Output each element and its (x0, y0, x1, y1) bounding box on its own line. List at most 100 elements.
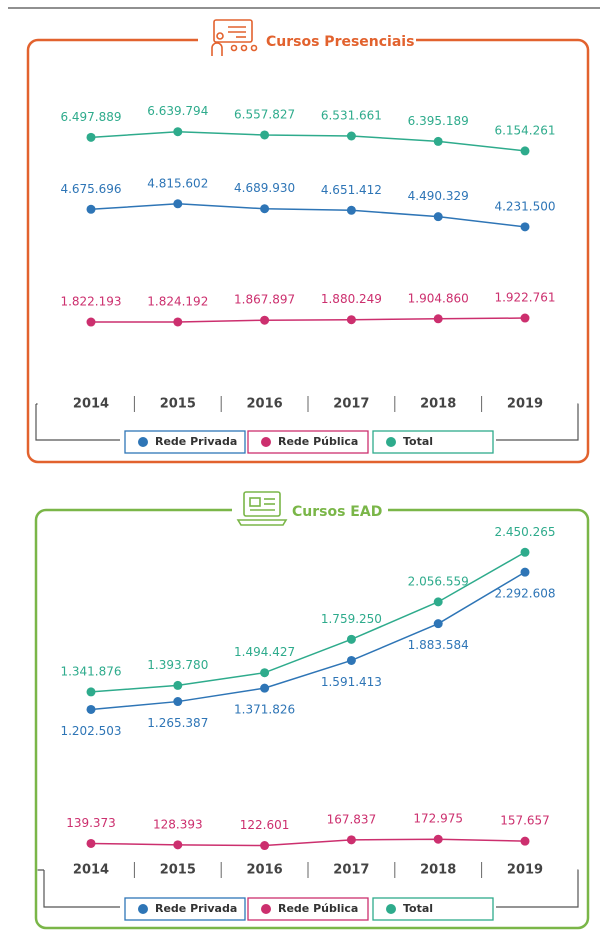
legend-label: Rede Privada (155, 435, 237, 448)
x-tick-label: 2017 (333, 863, 369, 878)
data-label: 4.651.412 (321, 183, 382, 197)
data-label: 1.371.826 (234, 703, 295, 717)
series-line (90, 317, 526, 323)
data-point (433, 314, 443, 324)
data-point (260, 130, 270, 140)
data-label: 6.154.261 (494, 123, 555, 137)
legend-box (372, 430, 494, 454)
laptop-icon (236, 491, 288, 526)
x-tick-label: 2016 (247, 863, 283, 878)
x-tick-label: 2018 (420, 863, 456, 878)
data-label: 1.265.387 (147, 716, 208, 730)
data-point (173, 680, 183, 690)
data-point (173, 199, 183, 209)
data-point (260, 683, 270, 693)
data-point (346, 835, 356, 845)
x-tick-label: 2017 (333, 397, 369, 412)
data-label: 167.837 (327, 812, 377, 826)
data-label: 1.824.192 (147, 294, 208, 308)
legend-dot (261, 904, 271, 914)
legend-dot (386, 904, 396, 914)
data-label: 172.975 (413, 812, 463, 826)
data-point (173, 127, 183, 137)
data-point (520, 222, 530, 232)
frame (34, 508, 590, 930)
legend-box (124, 430, 246, 454)
data-point (86, 132, 96, 142)
x-tick-label: 2014 (73, 397, 109, 412)
data-label: 6.497.889 (60, 110, 121, 124)
legend-dot (138, 437, 148, 447)
data-point (433, 834, 443, 844)
data-point (346, 634, 356, 644)
data-point (86, 704, 96, 714)
data-label: 1.867.897 (234, 293, 295, 307)
data-label: 1.904.860 (408, 291, 469, 305)
data-label: 6.531.661 (321, 108, 382, 122)
data-point (173, 317, 183, 327)
data-point (520, 547, 530, 557)
data-point (86, 317, 96, 327)
data-point (86, 204, 96, 214)
presentation-icon (211, 19, 258, 56)
data-point (433, 136, 443, 146)
data-label: 128.393 (153, 817, 203, 831)
data-label: 2.292.608 (494, 587, 555, 601)
legend-box (247, 430, 369, 454)
data-label: 157.657 (500, 814, 550, 828)
x-tick-label: 2019 (507, 863, 543, 878)
data-label: 6.395.189 (408, 114, 469, 128)
data-point (260, 204, 270, 214)
chart-title: Cursos EAD (292, 504, 382, 520)
legend-label: Total (403, 902, 433, 915)
legend-dot (386, 437, 396, 447)
data-point (346, 205, 356, 215)
data-point (346, 655, 356, 665)
data-point (520, 313, 530, 323)
data-label: 6.639.794 (147, 104, 208, 118)
x-tick-label: 2018 (420, 397, 456, 412)
data-point (520, 567, 530, 577)
x-tick-label: 2015 (160, 397, 196, 412)
data-label: 4.490.329 (408, 189, 469, 203)
data-label: 6.557.827 (234, 107, 295, 121)
axis-bracket (496, 869, 579, 908)
data-label: 1.759.250 (321, 612, 382, 626)
data-point (346, 315, 356, 325)
data-label: 1.822.193 (60, 295, 121, 309)
data-label: 4.815.602 (147, 176, 208, 190)
data-label: 1.922.761 (494, 291, 555, 305)
data-point (173, 697, 183, 707)
data-label: 1.202.503 (60, 724, 121, 738)
data-point (520, 146, 530, 156)
x-tick-label: 2016 (247, 397, 283, 412)
legend-dot (261, 437, 271, 447)
data-label: 1.591.413 (321, 675, 382, 689)
series-line (90, 838, 526, 847)
x-tick-label: 2019 (507, 397, 543, 412)
data-point (433, 212, 443, 222)
data-label: 1.341.876 (60, 664, 121, 678)
data-point (433, 597, 443, 607)
legend-label: Rede Privada (155, 902, 237, 915)
chart-title: Cursos Presenciais (266, 34, 414, 50)
data-label: 1.494.427 (234, 645, 295, 659)
data-point (260, 668, 270, 678)
legend-label: Total (403, 435, 433, 448)
legend-label: Rede Pública (278, 435, 358, 448)
data-label: 122.601 (240, 818, 290, 832)
data-point (260, 841, 270, 851)
series-line (90, 571, 526, 711)
x-tick-label: 2015 (160, 863, 196, 878)
legend-box (247, 897, 369, 921)
legend-label: Rede Pública (278, 902, 358, 915)
data-label: 4.231.500 (494, 199, 555, 213)
data-label: 2.450.265 (494, 525, 555, 539)
data-point (520, 836, 530, 846)
data-point (86, 687, 96, 697)
data-label: 139.373 (66, 816, 116, 830)
data-label: 4.689.930 (234, 181, 295, 195)
axis-bracket (496, 403, 579, 441)
data-label: 1.883.584 (408, 638, 469, 652)
